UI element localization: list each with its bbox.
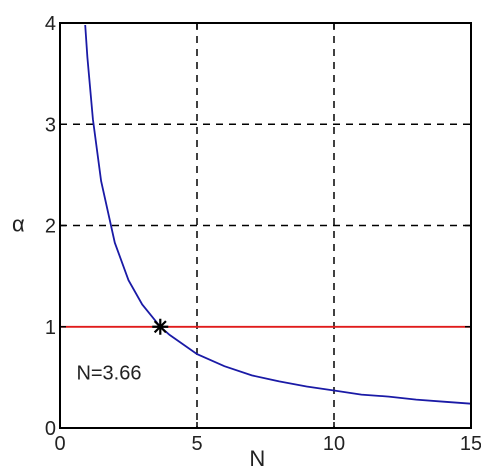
y-axis-label: α [12,212,25,237]
series-lines [60,24,472,405]
y-tick-label: 1 [45,317,56,339]
curve-series-line [84,24,472,405]
x-tick-label: 15 [460,433,481,455]
axis-ticks [59,22,472,429]
marker-stroke [153,320,167,334]
x-tick-label: 10 [323,433,345,455]
y-tick-label: 2 [45,216,56,238]
y-tick-label: 4 [45,13,56,35]
intersection-marker [152,318,169,335]
x-axis-label: N [249,446,265,471]
y-tick-label: 3 [45,114,56,136]
x-tick-label: 0 [54,433,65,455]
annotation-label: N=3.66 [76,362,141,384]
tick-labels: 0 5 10 15 0 1 2 3 4 [45,13,481,455]
y-tick-label: 0 [45,418,56,440]
x-tick-label: 5 [191,433,202,455]
